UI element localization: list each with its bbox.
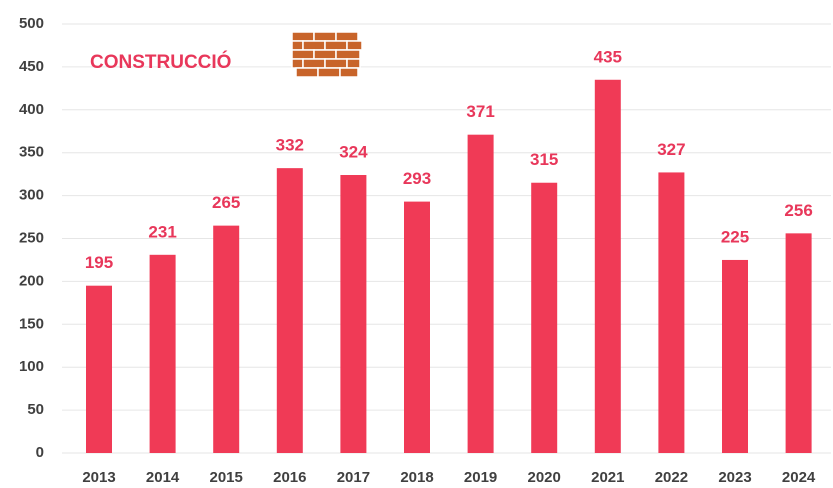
chart-title: CONSTRUCCIÓ xyxy=(90,51,231,73)
x-tick-label: 2019 xyxy=(464,469,497,486)
bar xyxy=(722,259,748,453)
bar xyxy=(531,182,558,454)
value-label: 315 xyxy=(530,150,558,169)
y-tick-label: 250 xyxy=(19,229,44,246)
bar xyxy=(594,79,621,454)
value-label: 435 xyxy=(594,47,622,66)
bar xyxy=(86,285,112,453)
x-tick-label: 2016 xyxy=(273,469,306,486)
value-label: 327 xyxy=(657,140,685,159)
x-tick-label: 2015 xyxy=(210,469,243,486)
value-label: 195 xyxy=(85,253,113,272)
y-tick-label: 500 xyxy=(19,15,44,32)
value-label: 225 xyxy=(721,227,749,246)
value-label: 256 xyxy=(784,201,812,220)
value-label: 371 xyxy=(466,102,494,121)
value-label: 265 xyxy=(212,193,240,212)
bar xyxy=(658,172,685,453)
bar xyxy=(340,175,367,453)
bar xyxy=(404,201,430,453)
x-tick-label: 2024 xyxy=(782,469,816,486)
y-tick-label: 200 xyxy=(19,272,44,289)
value-label: 231 xyxy=(148,222,176,241)
y-tick-label: 150 xyxy=(19,315,44,332)
x-tick-label: 2020 xyxy=(528,469,561,486)
x-tick-label: 2023 xyxy=(718,469,751,486)
y-tick-label: 100 xyxy=(19,358,44,375)
bar xyxy=(276,168,303,454)
bar xyxy=(149,254,176,453)
bar xyxy=(785,233,812,453)
y-tick-label: 400 xyxy=(19,101,44,118)
y-tick-label: 300 xyxy=(19,187,44,204)
y-tick-label: 0 xyxy=(36,444,44,461)
y-tick-label: 450 xyxy=(19,58,44,75)
value-label: 293 xyxy=(403,169,431,188)
y-tick-label: 350 xyxy=(19,144,44,161)
x-tick-label: 2022 xyxy=(655,469,688,486)
bar xyxy=(213,225,240,453)
bar xyxy=(467,134,494,453)
value-label: 324 xyxy=(339,142,368,161)
x-tick-label: 2013 xyxy=(82,469,115,486)
value-label: 332 xyxy=(276,136,304,155)
x-tick-label: 2014 xyxy=(146,469,180,486)
x-tick-label: 2017 xyxy=(337,469,370,486)
x-tick-label: 2018 xyxy=(400,469,433,486)
x-tick-label: 2021 xyxy=(591,469,624,486)
brick-icon xyxy=(291,31,363,78)
y-tick-label: 50 xyxy=(27,401,44,418)
